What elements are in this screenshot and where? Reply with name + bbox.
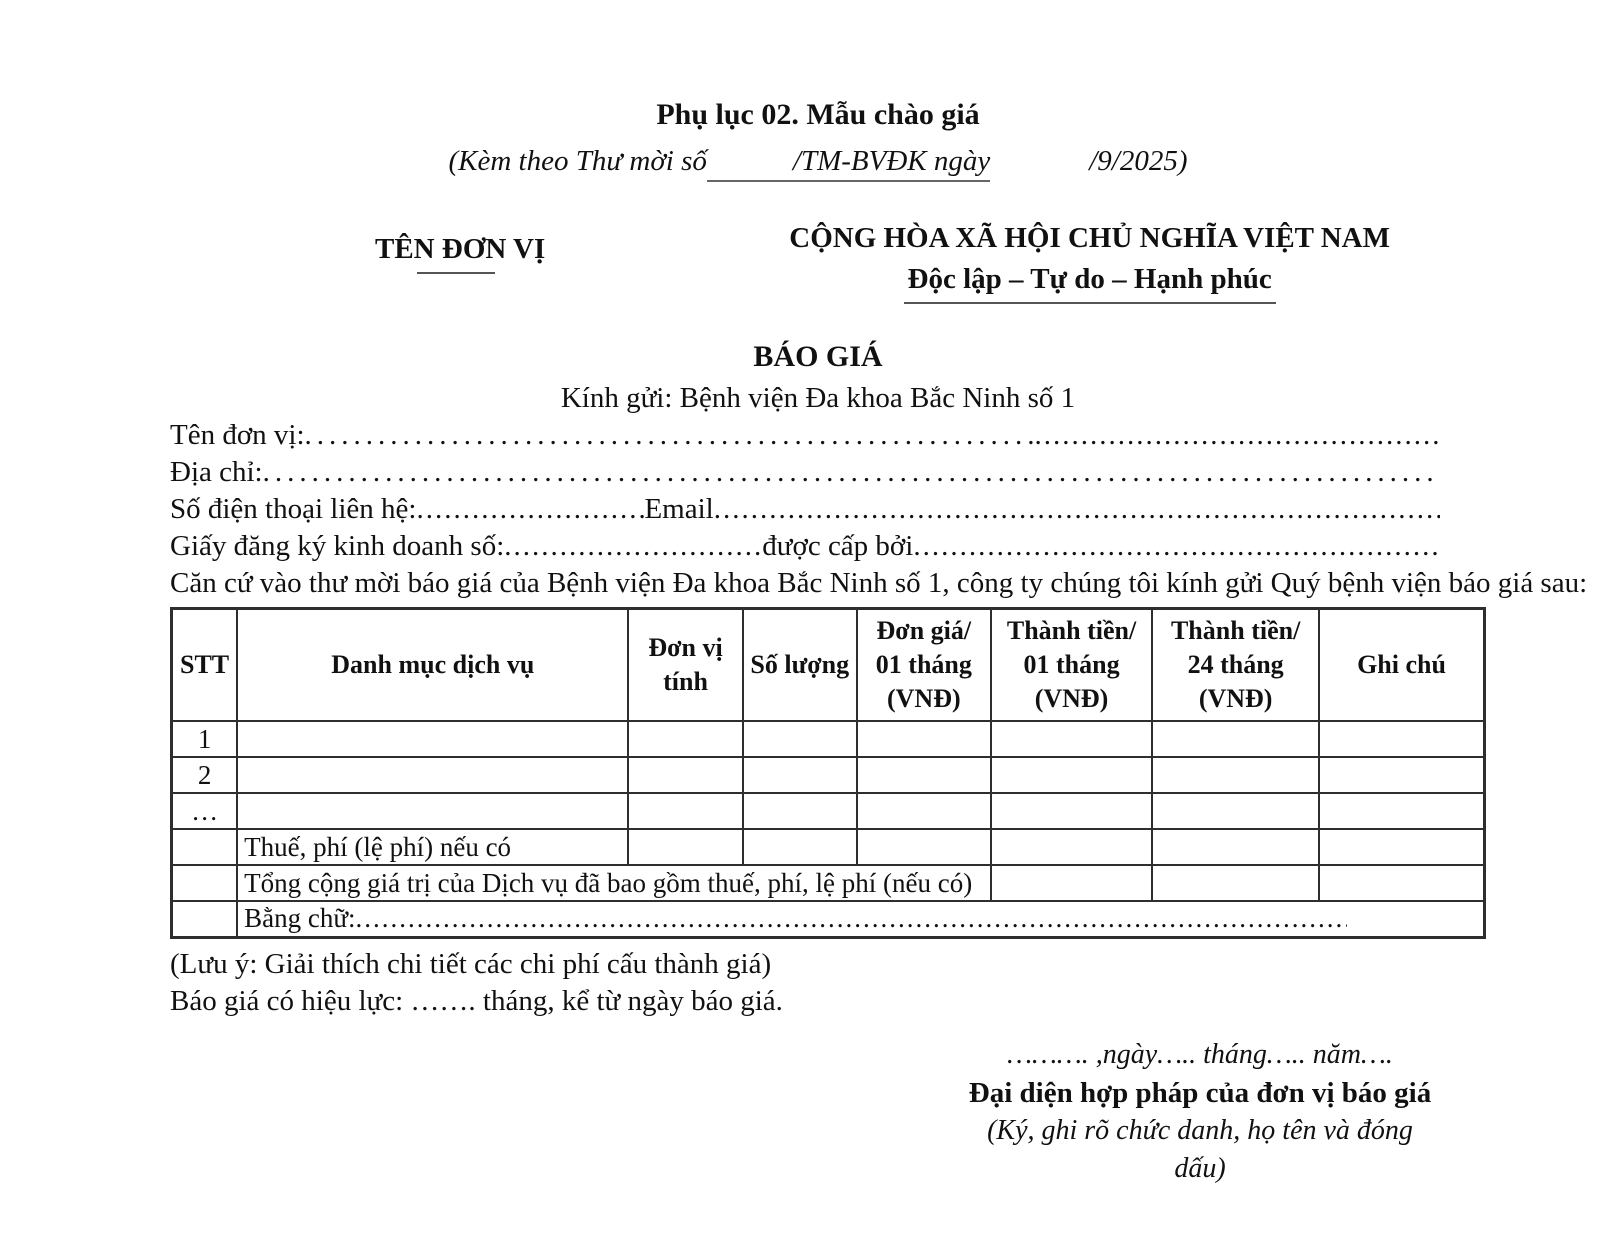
empty-cell [989,864,1154,902]
table-row-tax: Thuế, phí (lệ phí) nếu có [170,828,1486,866]
total-label-cell: Tổng cộng giá trị của Dịch vụ đã bao gồm… [236,864,992,902]
document-title: BÁO GIÁ [753,340,883,373]
issued-by-dotted-line: ........................................… [913,530,1440,562]
column-header-total-24month: Thành tiền/ 24 tháng (VNĐ) [1151,607,1321,722]
empty-cell [1151,828,1321,866]
issued-by-label: được cấp bởi [762,530,914,562]
amount-in-words-dotted-line: ........................................… [355,903,1347,934]
empty-cell [989,756,1154,794]
company-name-dotted-line-dense: ........................................… [1034,419,1440,451]
national-title: CỘNG HÒA XÃ HỘI CHỦ NGHĨA VIỆT NAM [789,222,1390,254]
empty-cell [236,792,630,830]
table-row-ellipsis: … [170,792,1486,830]
column-header-unit-price: Đơn giá/ 01 tháng (VNĐ) [855,607,992,722]
field-address: Địa chỉ: ...............................… [170,454,1486,491]
phone-label: Số điện thoại liên hệ: [170,493,417,525]
license-dotted-line: ........................................… [504,530,762,562]
national-header: CỘNG HÒA XÃ HỘI CHỦ NGHĨA VIỆT NAM Độc l… [789,220,1390,304]
empty-cell [741,720,858,758]
table-row-1: 1 [170,720,1486,758]
empty-cell [855,756,992,794]
amount-in-words-label: Bằng chữ: [244,903,356,934]
empty-cell [627,828,744,866]
tax-label-cell: Thuế, phí (lệ phí) nếu có [236,828,630,866]
signature-date-line: ………. ,ngày….. tháng….. năm…. [1007,1038,1393,1070]
recipient-line: Kính gửi: Bệnh viện Đa khoa Bắc Ninh số … [560,382,1076,414]
empty-cell [1151,720,1321,758]
table-row-amount-in-words: Bằng chữ: ..............................… [170,900,1486,938]
intro-line: Căn cứ vào thư mời báo giá của Bệnh viện… [170,567,1588,599]
table-header-row: STT Danh mục dịch vụ Đơn vị tính Số lượn… [170,607,1486,722]
empty-cell [989,828,1154,866]
column-header-quantity: Số lượng [741,607,858,722]
subtitle-ref-code: /TM-BVĐK ngày [792,145,991,177]
empty-cell [989,720,1154,758]
empty-cell [989,792,1154,830]
empty-cell [236,720,630,758]
license-label: Giấy đăng ký kinh doanh số: [170,530,505,562]
quote-table: STT Danh mục dịch vụ Đơn vị tính Số lượn… [170,607,1486,939]
company-name-label: Tên đơn vị: [170,419,305,451]
phone-dotted-line: ........................................… [416,493,645,525]
column-header-total-1month: Thành tiền/ 01 tháng (VNĐ) [989,607,1154,722]
empty-cell [170,864,239,902]
note-validity: Báo giá có hiệu lực: ……. tháng, kể từ ng… [170,984,783,1017]
email-dotted-line: ........................................… [713,493,1440,525]
empty-cell [741,828,858,866]
empty-cell [1151,864,1321,902]
subtitle-prefix: (Kèm theo Thư mời số [448,145,707,177]
empty-cell [236,756,630,794]
note-cost-explanation: (Lưu ý: Giải thích chi tiết các chi phí … [170,947,772,980]
signature-title: Đại diện hợp pháp của đơn vị báo giá [968,1076,1432,1109]
field-phone-email: Số điện thoại liên hệ: .................… [170,491,1486,528]
email-label: Email [644,493,714,525]
column-header-service: Danh mục dịch vụ [236,607,630,722]
signature-block: ………. ,ngày….. tháng….. năm…. Đại diện hợ… [960,1036,1440,1188]
letterhead-row: TÊN ĐƠN VỊ CỘNG HÒA XÃ HỘI CHỦ NGHĨA VIỆ… [170,220,1486,304]
empty-cell [741,792,858,830]
org-name-underline [417,272,495,274]
empty-cell [1318,828,1486,866]
subtitle-suffix: /9/2025) [1089,145,1188,177]
appendix-subtitle: (Kèm theo Thư mời số/TM-BVĐK ngày/9/2025… [170,142,1466,182]
empty-cell [855,828,992,866]
empty-cell [855,720,992,758]
empty-cell [1151,756,1321,794]
empty-cell [1318,792,1486,830]
org-name-text: TÊN ĐƠN VỊ [375,233,546,265]
company-name-dotted-line: ........................................… [304,419,1035,451]
field-company-name: Tên đơn vị: ............................… [170,417,1486,454]
empty-cell [627,720,744,758]
appendix-title: Phụ lục 02. Mẫu chào giá [656,98,980,131]
table-row-total: Tổng cộng giá trị của Dịch vụ đã bao gồm… [170,864,1486,902]
empty-cell [741,756,858,794]
row-number: … [170,792,239,830]
row-number: 2 [170,756,239,794]
empty-cell [1318,720,1486,758]
field-business-license: Giấy đăng ký kinh doanh số: ............… [170,528,1486,565]
empty-cell [170,828,239,866]
column-header-stt: STT [170,607,239,722]
empty-cell [627,756,744,794]
empty-cell [1318,756,1486,794]
amount-in-words-cell: Bằng chữ: ..............................… [236,900,1486,938]
empty-cell [170,900,239,938]
address-dotted-line: ........................................… [262,456,1440,488]
signature-instruction: (Ký, ghi rõ chức danh, họ tên và đóng dấ… [987,1114,1413,1184]
national-motto: Độc lập – Tự do – Hạnh phúc [903,261,1276,304]
empty-cell [1151,792,1321,830]
row-number: 1 [170,720,239,758]
empty-cell [627,792,744,830]
empty-cell [1318,864,1486,902]
org-name: TÊN ĐƠN VỊ [375,220,545,304]
document-content: Phụ lục 02. Mẫu chào giá (Kèm theo Thư m… [170,0,1588,1188]
empty-cell [855,792,992,830]
address-label: Địa chỉ: [170,456,263,488]
subtitle-underlined-segment: /TM-BVĐK ngày [706,145,991,182]
table-row-2: 2 [170,756,1486,794]
column-header-unit: Đơn vị tính [627,607,744,722]
column-header-note: Ghi chú [1318,607,1486,722]
